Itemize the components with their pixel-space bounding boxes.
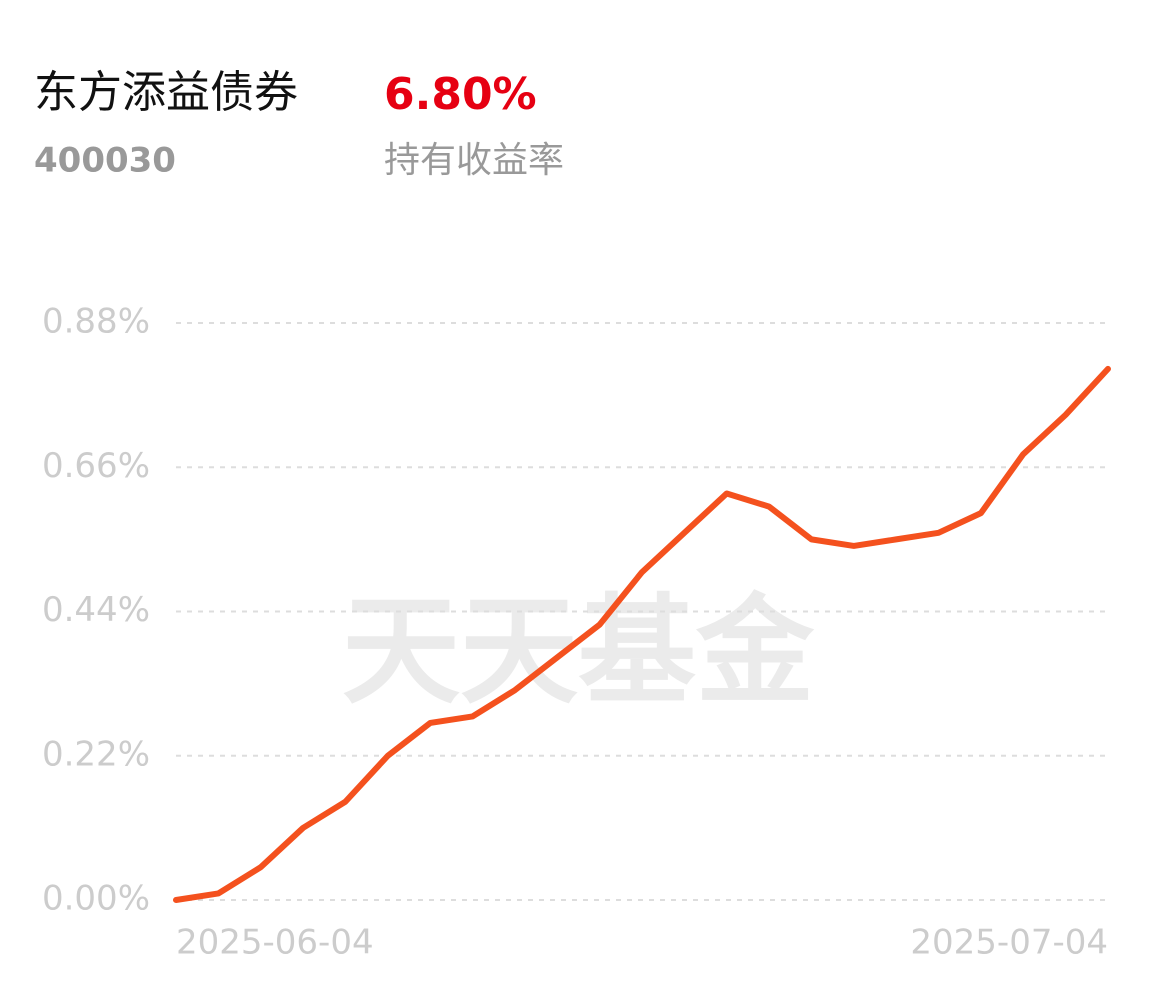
fund-name: 东方添益债券 xyxy=(34,67,298,118)
return-label: 持有收益率 xyxy=(384,140,564,181)
x-tick-label: 2025-07-04 xyxy=(910,923,1108,963)
x-tick-label: 2025-06-04 xyxy=(176,923,374,963)
y-tick-label: 0.00% xyxy=(42,879,150,919)
y-tick-label: 0.44% xyxy=(42,590,150,630)
return-value: 6.80% xyxy=(384,69,537,120)
fund-code: 400030 xyxy=(34,141,176,181)
watermark: 天天基金 xyxy=(342,582,815,720)
y-tick-label: 0.66% xyxy=(42,446,150,486)
y-tick-label: 0.22% xyxy=(42,734,150,774)
y-tick-label: 0.88% xyxy=(42,302,150,342)
line xyxy=(173,365,1111,903)
plot: 0.00% 0.22% 0.44% 0.66% 0.88% 2025-06-04 2025-… xyxy=(42,302,1111,963)
